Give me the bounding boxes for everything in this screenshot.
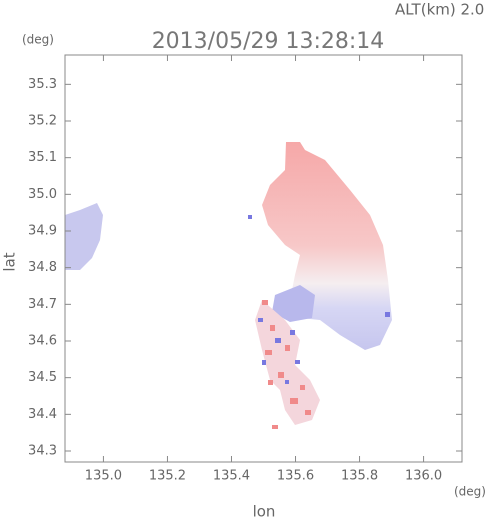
x-tick-label: 135.2 (149, 469, 186, 484)
echo-blue (272, 285, 315, 322)
radar-field (65, 142, 392, 429)
y-tick-label: 34.7 (28, 297, 57, 312)
y-unit: (deg) (22, 33, 54, 47)
y-tick-label: 34.3 (28, 444, 57, 459)
x-axis-label: lon (253, 503, 276, 521)
x-tick-label: 136.0 (405, 469, 442, 484)
y-tick-label: 35.1 (28, 150, 57, 165)
plot-frame (64, 54, 463, 463)
subtitle: ALT(km) 2.0 (395, 1, 484, 19)
y-tick-label: 34.9 (28, 224, 57, 239)
x-tick-label: 135.4 (213, 469, 250, 484)
y-tick-label: 35.3 (28, 77, 57, 92)
echo-left (65, 203, 103, 270)
x-tick-label: 135.8 (341, 469, 378, 484)
y-tick-label: 34.6 (28, 334, 57, 349)
echo-speckle-blue (248, 215, 390, 384)
x-tick-label: 135.6 (277, 469, 314, 484)
y-tick-label: 34.8 (28, 260, 57, 275)
chart-title: 2013/05/29 13:28:14 (152, 29, 385, 54)
x-tick-label: 135.0 (85, 469, 122, 484)
y-axis-label: lat (1, 252, 19, 271)
y-tick-label: 35.2 (28, 114, 57, 129)
y-tick-label: 35.0 (28, 187, 57, 202)
x-unit: (deg) (454, 485, 486, 499)
echo-south (255, 300, 320, 425)
echo-speckle-red (262, 300, 311, 429)
y-tick-label: 34.4 (28, 407, 57, 422)
y-tick-label: 34.5 (28, 370, 57, 385)
